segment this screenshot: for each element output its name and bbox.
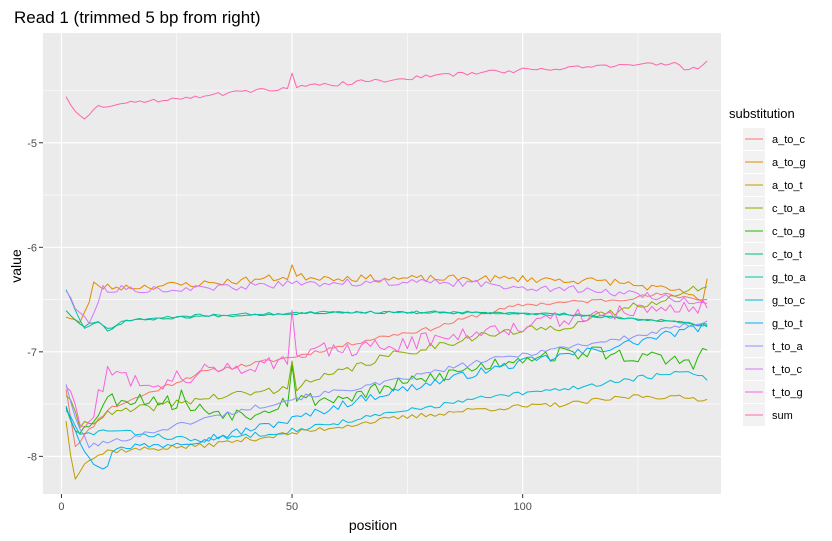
legend-label-c-to-t: c_to_t [772, 249, 802, 261]
series-line-g-to-c [65, 370, 708, 443]
series-line-c-to-g [65, 346, 708, 435]
y-axis-title: value [8, 249, 24, 283]
series-line-g-to-t [65, 322, 708, 470]
major-gridlines [43, 33, 721, 494]
y-tick-label: -5 [27, 138, 37, 150]
series-line-t-to-a [65, 320, 708, 449]
series-line-t-to-g [65, 298, 708, 429]
series-line-sum [65, 60, 708, 120]
legend-label-c-to-g: c_to_g [772, 226, 805, 238]
y-axis: -5 -6 -7 -8 [27, 138, 43, 463]
plot-panel [43, 33, 721, 494]
legend-label-t-to-c: t_to_c [772, 364, 802, 376]
legend-label-g-to-c: g_to_c [772, 295, 806, 307]
legend-label-a-to-c: a_to_c [772, 134, 806, 146]
legend-label-a-to-t: a_to_t [772, 180, 803, 192]
series-line-g-to-a [65, 289, 708, 329]
series-line-c-to-a [65, 285, 708, 429]
x-tick-label: 0 [58, 501, 64, 513]
legend-label-t-to-g: t_to_g [772, 387, 803, 399]
legend-title: substitution [729, 106, 795, 121]
y-tick-label: -7 [27, 347, 37, 359]
x-tick-label: 50 [286, 501, 298, 513]
series-lines [65, 60, 708, 480]
series-line-a-to-g [65, 264, 708, 323]
series-line-a-to-t [65, 394, 708, 480]
chart-title: Read 1 (trimmed 5 bp from right) [14, 8, 261, 27]
legend-label-t-to-a: t_to_a [772, 341, 803, 353]
legend-label-g-to-a: g_to_a [772, 272, 807, 284]
legend-label-c-to-a: c_to_a [772, 203, 806, 215]
x-axis-title: position [349, 517, 397, 533]
legend-label-sum: sum [772, 410, 793, 422]
legend-items: a_to_c a_to_g a_to_t c_to_a c_to_g c_to_t g_to… [743, 128, 807, 426]
legend-label-g-to-t: g_to_t [772, 318, 803, 330]
minor-gridlines [43, 33, 721, 494]
series-line-a-to-c [65, 292, 708, 448]
legend: substitution a_to_c a_to_g a_to_t c_to_a c_t… [729, 106, 807, 426]
y-tick-label: -8 [27, 451, 37, 463]
legend-label-a-to-g: a_to_g [772, 157, 806, 169]
x-tick-label: 100 [513, 501, 531, 513]
y-tick-label: -6 [27, 242, 37, 254]
series-line-t-to-c [65, 278, 708, 324]
x-axis: 0 50 100 [58, 494, 532, 513]
